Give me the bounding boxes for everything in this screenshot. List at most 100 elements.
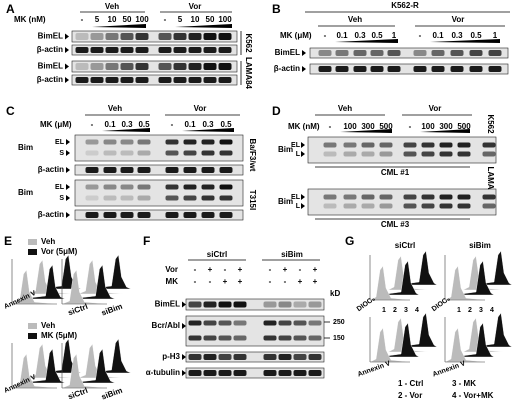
group-label: siBim bbox=[281, 250, 303, 259]
lane-label: 100 bbox=[135, 15, 149, 24]
arrowhead bbox=[66, 167, 70, 173]
histogram bbox=[69, 264, 116, 300]
isoform: L bbox=[296, 203, 301, 210]
band bbox=[120, 195, 134, 201]
band bbox=[165, 212, 179, 218]
legend-label: Veh bbox=[41, 237, 55, 246]
lane-label: - bbox=[284, 277, 287, 286]
band bbox=[219, 212, 233, 218]
histogram bbox=[378, 322, 420, 358]
band bbox=[308, 320, 322, 326]
band bbox=[278, 335, 292, 341]
band bbox=[158, 63, 172, 70]
band bbox=[308, 301, 322, 308]
arrowhead bbox=[182, 370, 186, 376]
group-label: Veh bbox=[338, 104, 352, 113]
band bbox=[469, 50, 483, 56]
band bbox=[439, 142, 453, 148]
lane-label: 500 bbox=[379, 122, 393, 131]
band bbox=[188, 354, 202, 360]
row-label: Bim bbox=[278, 145, 293, 154]
group-label: Vor bbox=[452, 15, 465, 24]
histogram bbox=[27, 259, 74, 295]
lane-label: + bbox=[313, 265, 318, 274]
blot bbox=[74, 209, 244, 221]
legend-swatch bbox=[28, 249, 37, 255]
lane-label: 10 bbox=[191, 15, 200, 24]
band bbox=[218, 77, 232, 83]
band bbox=[203, 47, 217, 53]
arrowhead bbox=[65, 77, 69, 83]
lane-label: - bbox=[269, 265, 272, 274]
lane-label: 100 bbox=[343, 122, 357, 131]
band bbox=[263, 370, 277, 376]
band bbox=[233, 335, 247, 341]
band bbox=[343, 194, 357, 200]
row-label: BimEL bbox=[38, 62, 63, 71]
band bbox=[219, 195, 233, 201]
axis-frame bbox=[61, 343, 107, 389]
lane-label: 10 bbox=[108, 15, 117, 24]
tick-label: 1 bbox=[382, 307, 386, 314]
band bbox=[120, 212, 134, 218]
band bbox=[135, 77, 149, 83]
lane-label: 0.5 bbox=[470, 31, 482, 40]
band bbox=[233, 370, 247, 376]
band bbox=[203, 301, 217, 308]
band bbox=[105, 63, 119, 70]
arrowhead bbox=[301, 142, 305, 148]
legend-label: 4 - Vor+MK bbox=[452, 391, 494, 400]
lane-label: 0.3 bbox=[121, 120, 133, 129]
cell-line: LAMA84 bbox=[244, 57, 253, 90]
band bbox=[183, 167, 197, 173]
panel-label: G bbox=[345, 234, 354, 248]
band bbox=[188, 370, 202, 376]
band bbox=[120, 150, 134, 156]
sample-label: CML #1 bbox=[381, 168, 410, 177]
band bbox=[103, 212, 117, 218]
legend-label: Veh bbox=[41, 321, 55, 330]
wedge bbox=[92, 24, 146, 28]
band bbox=[353, 50, 367, 56]
row-label: Bim bbox=[18, 188, 33, 197]
blot bbox=[307, 136, 497, 164]
band bbox=[90, 33, 104, 40]
band bbox=[439, 194, 453, 200]
band bbox=[183, 195, 197, 201]
lane-label: - bbox=[81, 15, 84, 24]
cell-line: K562 bbox=[244, 33, 253, 53]
panel-label: E bbox=[4, 234, 12, 248]
band bbox=[361, 142, 375, 148]
histogram bbox=[77, 259, 124, 295]
blot bbox=[309, 47, 509, 59]
band bbox=[203, 77, 217, 83]
histogram bbox=[471, 250, 513, 286]
histogram bbox=[11, 269, 58, 305]
band bbox=[90, 47, 104, 53]
arrowhead bbox=[301, 203, 305, 209]
band bbox=[482, 151, 496, 157]
histogram bbox=[396, 312, 438, 348]
band bbox=[469, 66, 483, 72]
band bbox=[361, 203, 375, 209]
axis-frame bbox=[444, 255, 485, 301]
lane-label: - bbox=[409, 122, 412, 131]
lane-label: 0.5 bbox=[371, 31, 383, 40]
blot bbox=[309, 63, 509, 75]
axis-frame bbox=[11, 259, 57, 305]
band bbox=[219, 150, 233, 156]
band bbox=[278, 320, 292, 326]
band bbox=[218, 354, 232, 360]
legend-label: 2 - Vor bbox=[398, 391, 422, 400]
axis-frame bbox=[11, 343, 57, 389]
band bbox=[105, 77, 119, 83]
arrowhead bbox=[66, 150, 70, 156]
lane-label: 0.1 bbox=[104, 120, 116, 129]
band bbox=[137, 212, 151, 218]
histogram bbox=[444, 265, 486, 301]
blot bbox=[71, 44, 238, 56]
tick-label: 4 bbox=[415, 307, 419, 314]
group-label: siCtrl bbox=[207, 250, 227, 259]
lane-label: 300 bbox=[361, 122, 375, 131]
band bbox=[85, 139, 99, 145]
